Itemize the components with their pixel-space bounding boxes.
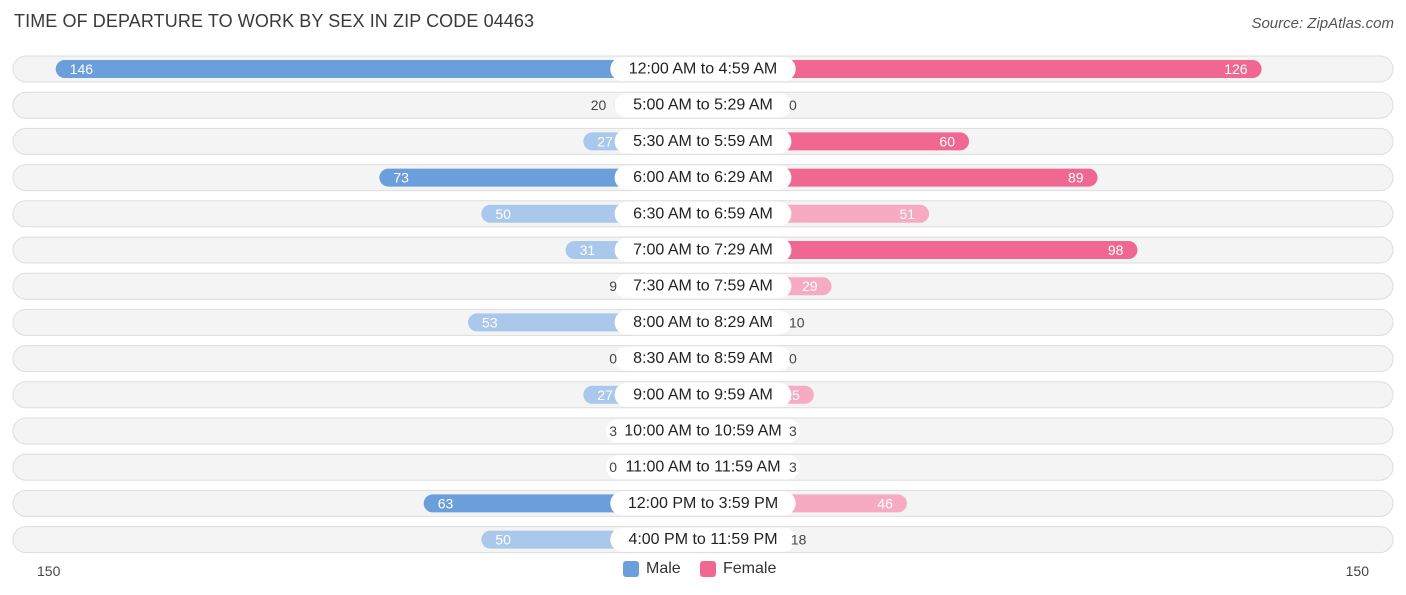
female-bar	[703, 241, 1138, 259]
chart-title: TIME OF DEPARTURE TO WORK BY SEX IN ZIP …	[14, 11, 535, 31]
legend-item-male: Male	[623, 560, 681, 578]
male-value-label: 50	[495, 206, 511, 222]
male-value-label: 73	[393, 170, 409, 186]
female-value-label: 98	[1108, 242, 1124, 258]
male-value-label: 53	[482, 314, 498, 330]
female-value-label: 10	[789, 314, 805, 330]
category-pill	[606, 419, 800, 443]
female-value-label: 25	[784, 387, 800, 403]
female-bar	[703, 60, 1262, 78]
category-pill	[610, 57, 796, 81]
axis-min-label: 150	[37, 563, 61, 579]
male-value-label: 31	[580, 242, 596, 258]
male-value-label: 146	[70, 61, 94, 77]
female-value-label: 3	[789, 423, 797, 439]
chart-source: Source: ZipAtlas.com	[1251, 15, 1394, 32]
category-label: 4:00 PM to 11:59 PM	[628, 531, 777, 548]
female-value-label: 3	[789, 459, 797, 475]
female-value-label: 126	[1224, 61, 1248, 77]
female-value-label: 46	[877, 495, 893, 511]
legend-item-female: Female	[700, 560, 776, 578]
legend-swatch-female	[700, 561, 716, 577]
female-bar	[703, 168, 1098, 187]
female-value-label: 51	[900, 206, 916, 222]
female-value-label: 60	[939, 133, 955, 149]
legend-swatch-male	[623, 561, 639, 577]
category-label: 6:30 AM to 6:59 AM	[633, 205, 773, 222]
female-value-label: 0	[789, 351, 797, 367]
category-label: 5:30 AM to 5:59 AM	[633, 133, 773, 150]
category-pill	[614, 129, 792, 154]
male-value-label: 63	[438, 495, 454, 511]
legend-label-female: Female	[723, 560, 777, 577]
male-bar	[55, 60, 703, 78]
male-value-label: 20	[591, 97, 607, 113]
male-value-label: 0	[609, 351, 617, 367]
male-value-label: 9	[609, 278, 617, 294]
category-label: 10:00 AM to 10:59 AM	[624, 423, 781, 440]
male-value-label: 27	[597, 387, 613, 403]
male-value-label: 50	[495, 532, 511, 548]
category-label: 11:00 AM to 11:59 AM	[625, 459, 780, 476]
category-pill	[614, 310, 792, 335]
category-label: 12:00 PM to 3:59 PM	[628, 495, 778, 512]
category-label: 12:00 AM to 4:59 AM	[629, 61, 778, 78]
category-pill	[614, 274, 792, 299]
category-pill	[614, 201, 792, 226]
male-value-label: 27	[597, 133, 613, 149]
category-label: 9:00 AM to 9:59 AM	[633, 386, 773, 403]
axis-max-label: 150	[1346, 563, 1370, 579]
female-value-label: 0	[789, 97, 797, 113]
category-pill	[614, 93, 792, 118]
category-pill	[610, 527, 796, 552]
male-value-label: 3	[609, 423, 617, 439]
category-label: 7:00 AM to 7:29 AM	[633, 242, 773, 259]
category-pill	[606, 455, 800, 480]
category-pill	[614, 346, 792, 371]
female-value-label: 29	[802, 278, 818, 294]
category-pill	[610, 491, 796, 516]
female-value-label: 89	[1068, 170, 1084, 186]
legend-label-male: Male	[646, 560, 681, 577]
category-label: 8:30 AM to 8:59 AM	[633, 350, 773, 367]
category-label: 5:00 AM to 5:29 AM	[633, 97, 773, 114]
legend: Male Female	[0, 560, 1406, 582]
category-label: 7:30 AM to 7:59 AM	[633, 278, 773, 295]
category-label: 8:00 AM to 8:29 AM	[633, 314, 773, 331]
category-pill	[614, 382, 792, 407]
male-value-label: 0	[609, 459, 617, 475]
category-label: 6:00 AM to 6:29 AM	[633, 169, 773, 186]
category-pill	[614, 238, 792, 262]
category-pill	[614, 165, 792, 190]
female-value-label: 18	[791, 532, 807, 548]
